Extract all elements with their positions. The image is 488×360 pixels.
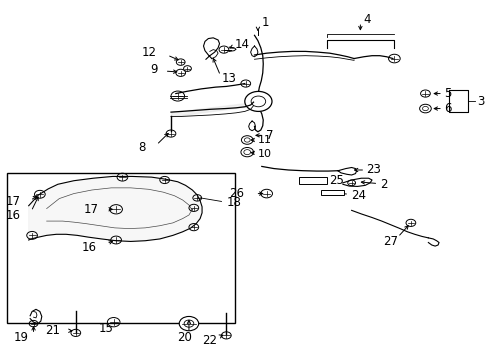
Text: 26: 26 <box>228 187 244 200</box>
Text: 12: 12 <box>141 46 156 59</box>
Text: 25: 25 <box>328 174 344 187</box>
Text: 20: 20 <box>176 332 191 345</box>
Polygon shape <box>29 176 202 242</box>
Text: 7: 7 <box>265 129 273 142</box>
Text: 16: 16 <box>5 208 20 221</box>
Text: 24: 24 <box>350 189 365 202</box>
Text: 15: 15 <box>99 322 114 335</box>
Text: 1: 1 <box>261 16 269 29</box>
Text: 9: 9 <box>150 63 157 76</box>
Circle shape <box>244 91 271 111</box>
Text: 4: 4 <box>363 13 370 26</box>
Text: 5: 5 <box>443 87 450 100</box>
Text: 10: 10 <box>257 149 271 159</box>
Circle shape <box>179 316 198 331</box>
Text: 8: 8 <box>138 141 145 154</box>
Text: 23: 23 <box>366 163 380 176</box>
Text: 11: 11 <box>257 135 271 145</box>
Text: 2: 2 <box>379 178 386 191</box>
Text: 6: 6 <box>443 102 450 115</box>
Text: 14: 14 <box>235 39 249 51</box>
Text: 19: 19 <box>14 332 29 345</box>
Text: 18: 18 <box>226 195 241 209</box>
Text: 17: 17 <box>84 203 99 216</box>
Text: 13: 13 <box>222 72 236 85</box>
Text: 22: 22 <box>202 333 217 347</box>
Bar <box>7 173 235 323</box>
Text: 17: 17 <box>5 195 20 208</box>
Bar <box>298 177 326 184</box>
Text: 27: 27 <box>382 235 397 248</box>
Text: 3: 3 <box>476 95 483 108</box>
Bar <box>320 190 343 195</box>
Text: 21: 21 <box>45 324 60 337</box>
Text: 16: 16 <box>81 240 97 254</box>
